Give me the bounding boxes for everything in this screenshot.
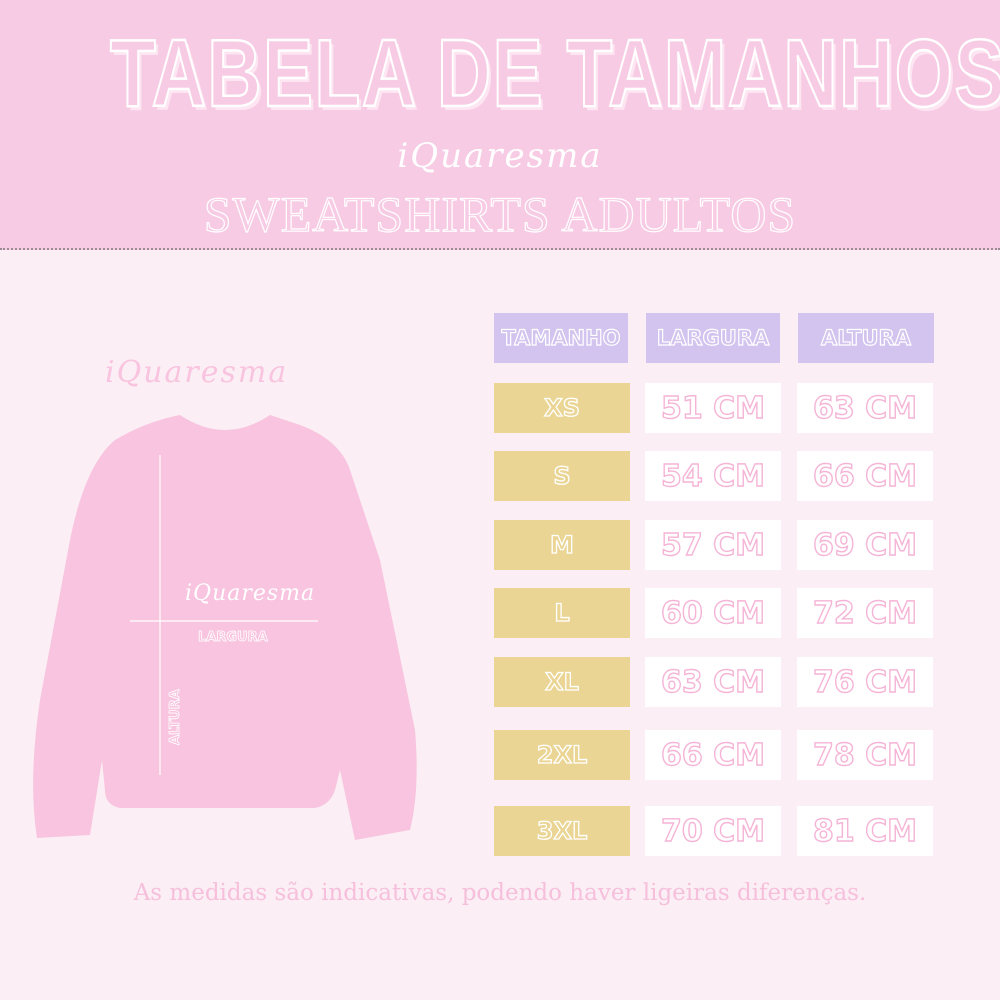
size-row-size-cell: 2XL [494, 730, 630, 780]
header-width: LARGURA [646, 313, 780, 363]
size-row-width-cell: 54 CM [645, 451, 781, 501]
size-row-height-cell: 78 CM [797, 730, 933, 780]
width-label: LARGURA [198, 630, 268, 646]
header-size: TAMANHO [494, 313, 628, 363]
sweatshirt-illustration [33, 415, 417, 840]
size-row-height-cell: 72 CM [797, 588, 933, 638]
size-row-width-cell: 70 CM [645, 806, 781, 856]
size-row-height-cell: 69 CM [797, 520, 933, 570]
page-subtitle: SWEATSHIRTS ADULTOS [203, 185, 797, 242]
size-row-width-cell: 66 CM [645, 730, 781, 780]
size-row-width-cell: 57 CM [645, 520, 781, 570]
size-row-height-cell: 63 CM [797, 383, 933, 433]
sweatshirt-shape [33, 415, 417, 840]
size-row-size-cell: XL [494, 657, 630, 707]
size-row-width-cell: 63 CM [645, 657, 781, 707]
size-row-width-cell: 60 CM [645, 588, 781, 638]
header-height: ALTURA [798, 313, 934, 363]
page-title: TABELA DE TAMANHOS [109, 20, 1000, 127]
size-row-width-cell: 51 CM [645, 383, 781, 433]
size-row-size-cell: XS [494, 383, 630, 433]
size-row-size-cell: S [494, 451, 630, 501]
shirt-brand-print: iQuaresma [185, 581, 316, 606]
illustration-brand: iQuaresma [105, 355, 289, 390]
disclaimer: As medidas são indicativas, podendo have… [133, 880, 867, 906]
size-row-size-cell: L [494, 588, 630, 638]
brand-logo-text: iQuaresma [397, 136, 603, 176]
size-row-height-cell: 76 CM [797, 657, 933, 707]
size-row-height-cell: 66 CM [797, 451, 933, 501]
size-row-size-cell: M [494, 520, 630, 570]
size-row-size-cell: 3XL [494, 806, 630, 856]
height-label: ALTURA [168, 689, 184, 746]
size-row-height-cell: 81 CM [797, 806, 933, 856]
header-banner: TABELA DE TAMANHOS iQuaresma SWEATSHIRTS… [0, 0, 1000, 250]
